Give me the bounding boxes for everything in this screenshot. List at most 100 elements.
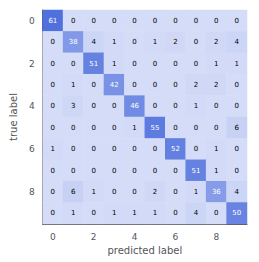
svg-text:0: 0 xyxy=(173,60,177,68)
svg-text:1: 1 xyxy=(214,60,218,68)
svg-text:0: 0 xyxy=(112,188,116,196)
svg-text:1: 1 xyxy=(235,60,239,68)
svg-text:0: 0 xyxy=(112,167,116,175)
svg-text:0: 0 xyxy=(91,81,95,89)
svg-text:0: 0 xyxy=(132,60,136,68)
svg-text:0: 0 xyxy=(235,167,239,175)
svg-text:0: 0 xyxy=(132,81,136,89)
svg-text:0: 0 xyxy=(235,102,239,110)
svg-text:0: 0 xyxy=(51,188,55,196)
svg-text:6: 6 xyxy=(235,124,240,132)
svg-text:1: 1 xyxy=(194,188,198,196)
svg-text:52: 52 xyxy=(171,145,180,153)
svg-text:0: 0 xyxy=(91,17,95,25)
svg-text:0: 0 xyxy=(112,17,116,25)
svg-text:0: 0 xyxy=(153,102,157,110)
svg-text:0: 0 xyxy=(51,124,55,132)
svg-text:50: 50 xyxy=(232,209,241,217)
svg-text:46: 46 xyxy=(130,102,139,110)
svg-text:1: 1 xyxy=(91,188,95,196)
svg-text:0: 0 xyxy=(153,81,157,89)
svg-text:0: 0 xyxy=(50,232,56,242)
svg-text:0: 0 xyxy=(91,167,95,175)
svg-text:0: 0 xyxy=(71,167,75,175)
svg-text:0: 0 xyxy=(214,124,218,132)
svg-text:42: 42 xyxy=(110,81,119,89)
svg-text:0: 0 xyxy=(194,38,198,46)
svg-text:1: 1 xyxy=(71,81,75,89)
svg-text:1: 1 xyxy=(112,38,116,46)
svg-text:0: 0 xyxy=(132,167,136,175)
svg-text:4: 4 xyxy=(132,232,138,242)
svg-text:0: 0 xyxy=(153,145,157,153)
svg-text:0: 0 xyxy=(153,17,157,25)
svg-text:4: 4 xyxy=(235,188,240,196)
svg-text:0: 0 xyxy=(71,17,75,25)
svg-text:0: 0 xyxy=(173,209,177,217)
svg-text:0: 0 xyxy=(71,145,75,153)
svg-text:0: 0 xyxy=(112,102,116,110)
svg-text:0: 0 xyxy=(91,145,95,153)
svg-text:0: 0 xyxy=(173,17,177,25)
svg-text:true label: true label xyxy=(8,93,19,141)
svg-text:0: 0 xyxy=(71,60,75,68)
svg-text:8: 8 xyxy=(213,232,219,242)
svg-text:0: 0 xyxy=(194,17,198,25)
svg-text:0: 0 xyxy=(214,209,218,217)
svg-text:1: 1 xyxy=(214,167,218,175)
svg-text:1: 1 xyxy=(194,102,198,110)
svg-text:0: 0 xyxy=(235,145,239,153)
svg-text:0: 0 xyxy=(214,17,218,25)
svg-text:0: 0 xyxy=(194,124,198,132)
svg-text:0: 0 xyxy=(112,145,116,153)
svg-text:4: 4 xyxy=(194,209,199,217)
svg-text:8: 8 xyxy=(29,187,35,197)
svg-text:0: 0 xyxy=(91,102,95,110)
svg-text:0: 0 xyxy=(153,60,157,68)
svg-text:0: 0 xyxy=(194,145,198,153)
svg-text:2: 2 xyxy=(214,81,218,89)
svg-text:55: 55 xyxy=(151,124,160,132)
svg-text:0: 0 xyxy=(51,38,55,46)
svg-text:1: 1 xyxy=(132,124,136,132)
svg-text:2: 2 xyxy=(29,59,35,69)
svg-text:4: 4 xyxy=(29,101,35,111)
svg-text:38: 38 xyxy=(69,38,78,46)
svg-text:0: 0 xyxy=(29,16,35,26)
svg-text:0: 0 xyxy=(173,81,177,89)
svg-text:0: 0 xyxy=(51,81,55,89)
svg-text:6: 6 xyxy=(29,144,35,154)
svg-text:61: 61 xyxy=(48,17,57,25)
svg-text:2: 2 xyxy=(153,188,157,196)
svg-text:51: 51 xyxy=(191,167,200,175)
svg-text:0: 0 xyxy=(132,145,136,153)
svg-text:6: 6 xyxy=(173,232,179,242)
svg-text:1: 1 xyxy=(112,60,116,68)
svg-text:4: 4 xyxy=(91,38,96,46)
svg-text:0: 0 xyxy=(173,102,177,110)
svg-text:1: 1 xyxy=(112,209,116,217)
svg-text:3: 3 xyxy=(71,102,75,110)
svg-text:0: 0 xyxy=(173,124,177,132)
svg-text:51: 51 xyxy=(89,60,98,68)
svg-text:0: 0 xyxy=(235,81,239,89)
svg-text:6: 6 xyxy=(71,188,76,196)
svg-text:1: 1 xyxy=(153,38,157,46)
svg-text:2: 2 xyxy=(173,38,177,46)
svg-text:0: 0 xyxy=(112,124,116,132)
svg-text:0: 0 xyxy=(132,188,136,196)
svg-text:0: 0 xyxy=(71,124,75,132)
svg-text:36: 36 xyxy=(212,188,221,196)
svg-text:2: 2 xyxy=(214,38,218,46)
svg-text:0: 0 xyxy=(173,188,177,196)
svg-text:2: 2 xyxy=(91,232,97,242)
svg-text:4: 4 xyxy=(235,38,240,46)
svg-text:0: 0 xyxy=(235,17,239,25)
svg-text:1: 1 xyxy=(214,145,218,153)
svg-text:0: 0 xyxy=(194,60,198,68)
svg-text:0: 0 xyxy=(214,102,218,110)
svg-text:0: 0 xyxy=(51,60,55,68)
svg-text:1: 1 xyxy=(153,209,157,217)
svg-text:0: 0 xyxy=(91,124,95,132)
svg-text:0: 0 xyxy=(173,167,177,175)
